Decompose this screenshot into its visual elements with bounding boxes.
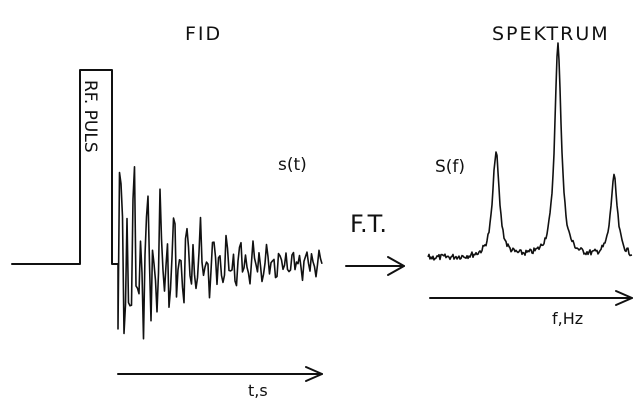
fid-signal-label: s(t)	[278, 155, 307, 175]
fid-signal-trace	[117, 166, 323, 340]
time-axis-label: t,s	[248, 381, 268, 398]
rf-pulse-label: RF. PULS	[80, 80, 100, 153]
fourier-transform-label: F.T.	[350, 210, 387, 238]
fid-title: FID	[185, 23, 222, 45]
spectrum-label: S(f)	[435, 157, 465, 177]
transform-arrowhead	[387, 256, 405, 276]
frequency-axis-label: f,Hz	[552, 309, 583, 328]
frequency-axis-arrowhead	[615, 290, 633, 306]
spectrum-title: SPEKTRUM	[492, 23, 610, 45]
spectrum-trace	[427, 42, 633, 261]
rf-pulse-shape	[11, 69, 119, 265]
time-axis-arrowhead	[305, 366, 323, 382]
